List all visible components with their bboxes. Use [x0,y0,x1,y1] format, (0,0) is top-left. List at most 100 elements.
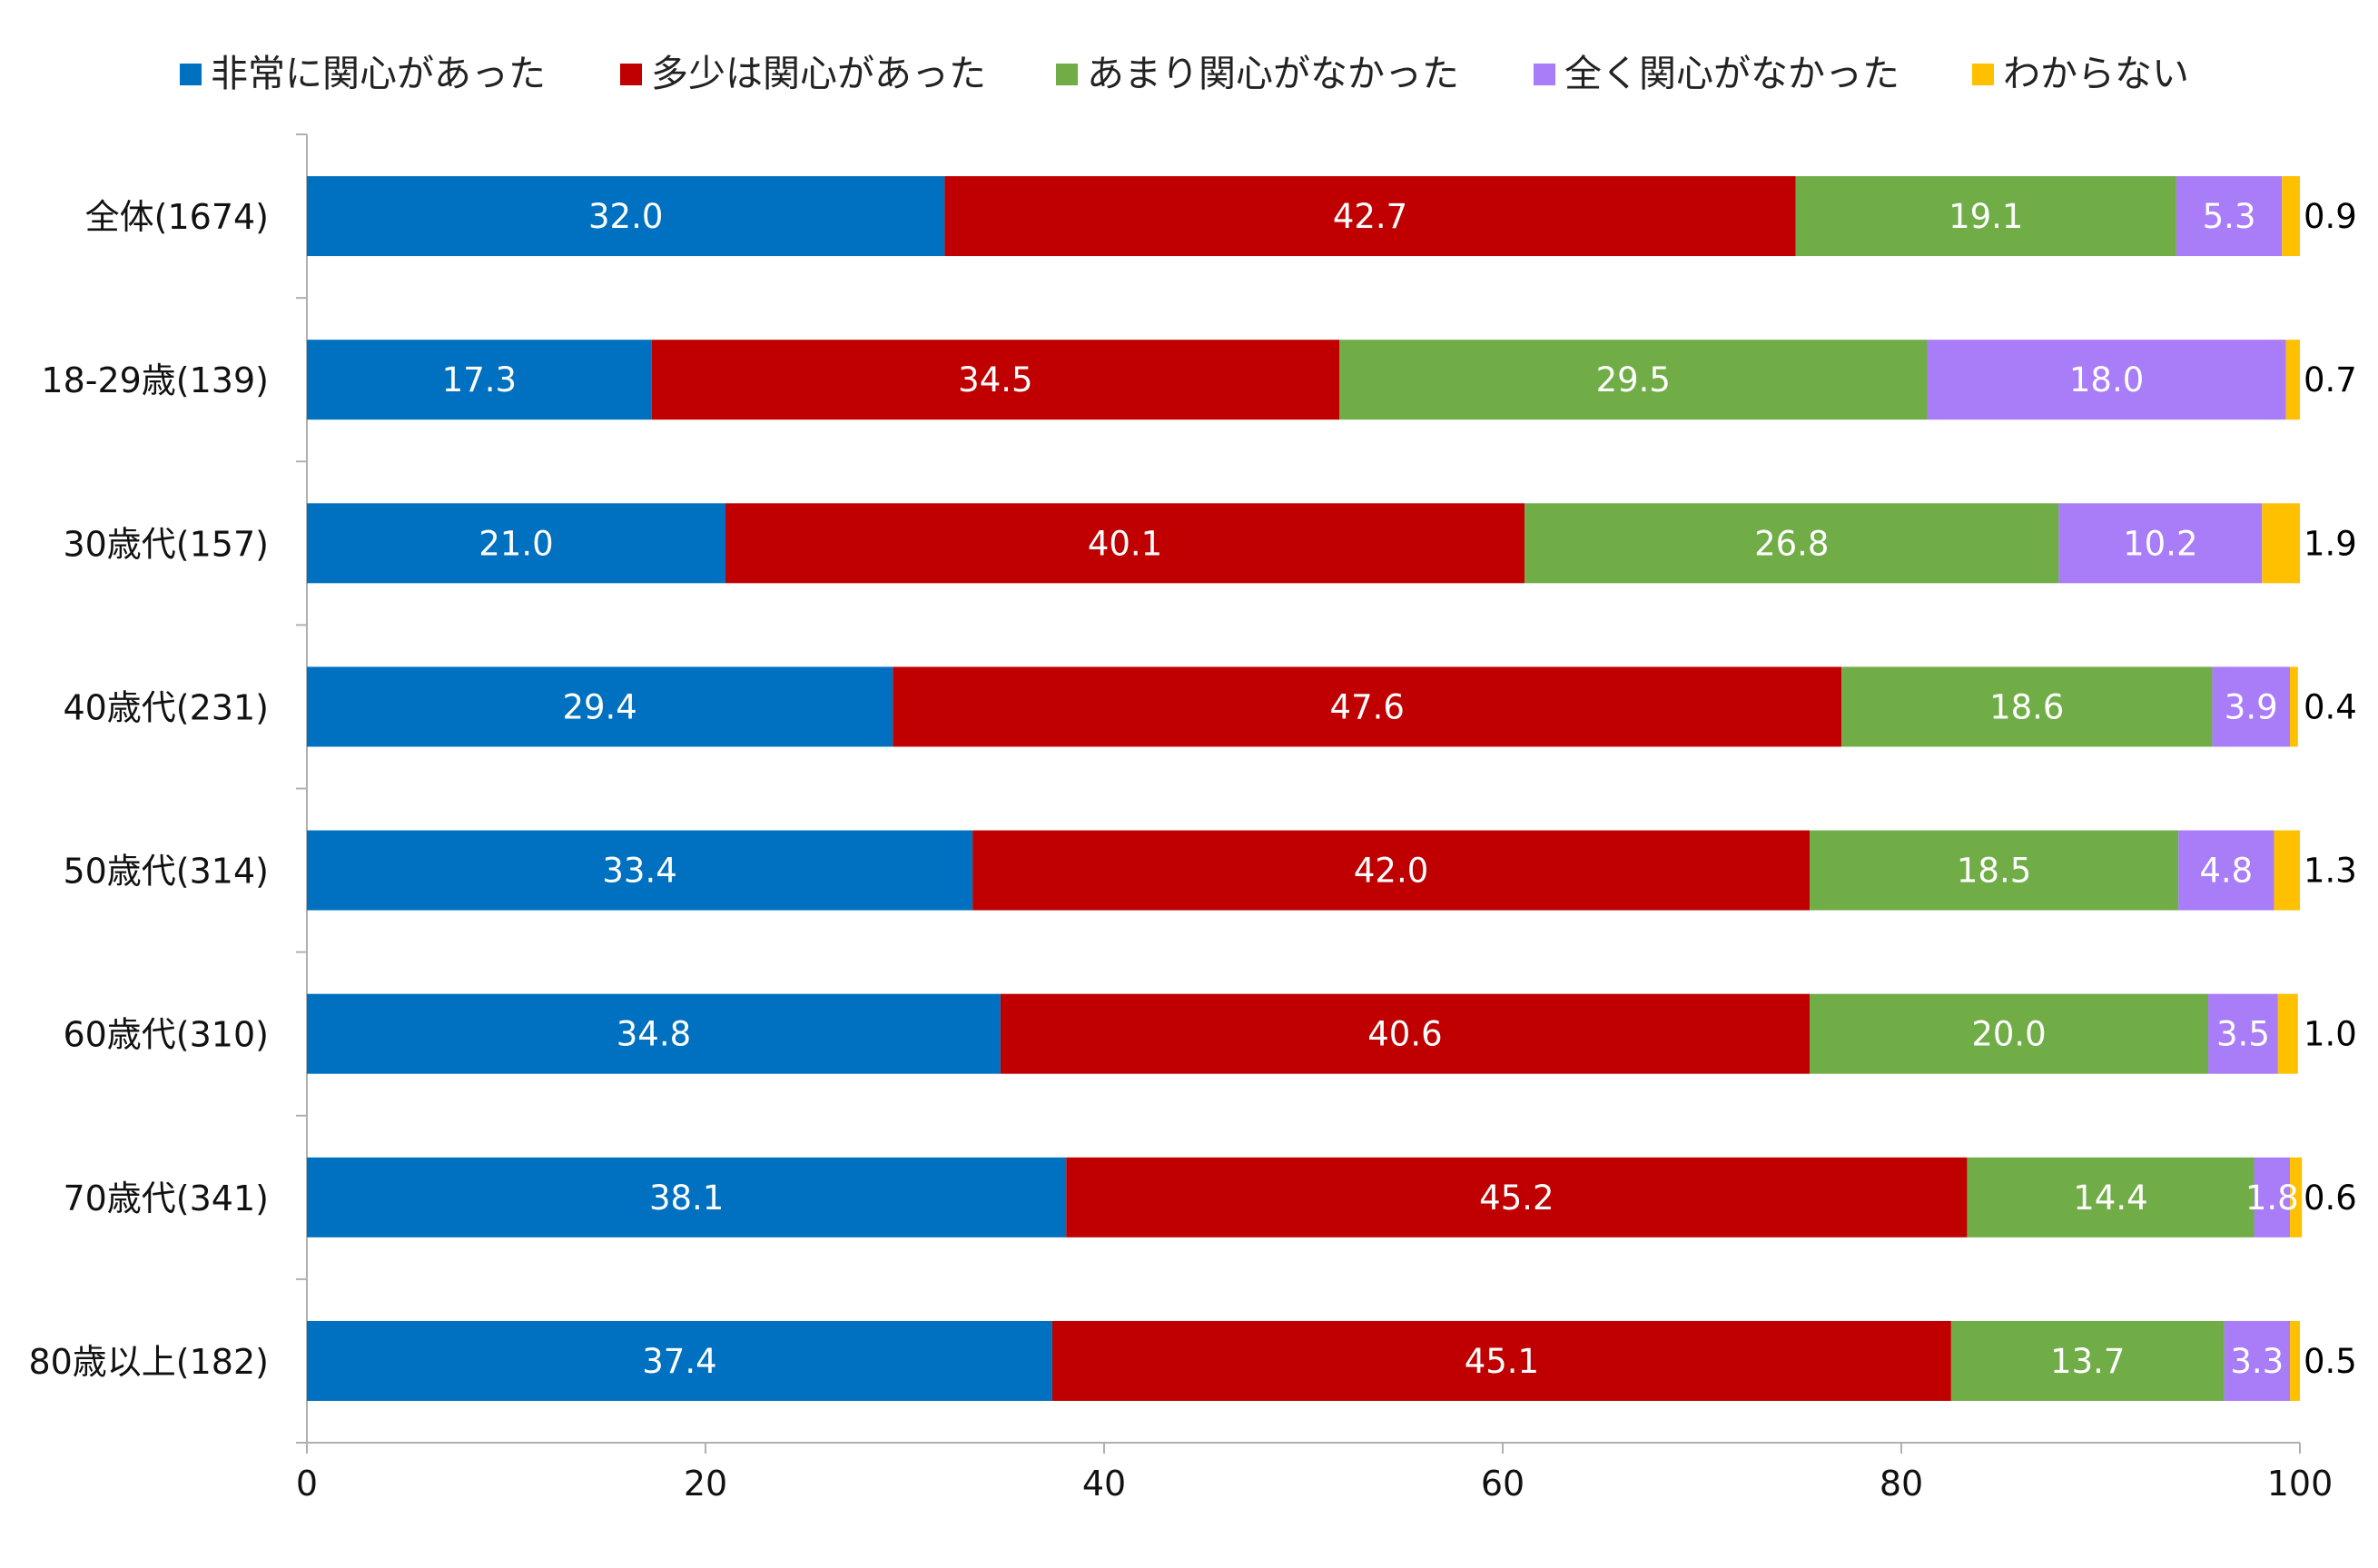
bar-segment-0 [307,993,1001,1074]
legend-swatch-0 [180,64,202,85]
data-label-2: 18.5 [1957,852,2031,891]
bar-segment-4 [2290,1320,2300,1401]
data-label-2: 20.0 [1971,1015,2046,1054]
data-label-0: 29.4 [562,687,636,726]
category-label: 全体(1674) [85,197,269,237]
legend: 非常に関心があった 多少は関心があった あまり関心がなかった 全く関心がなかった わから… [180,52,2189,95]
bar-segment-0 [307,830,973,911]
category-label: 18-29歳(139) [41,360,269,400]
data-label-1: 40.6 [1367,1015,1442,1054]
x-tick-label: 40 [1082,1464,1126,1504]
bar-segment-2 [1841,666,2213,747]
bar-segment-0 [307,176,945,257]
data-label-1: 40.1 [1088,524,1162,563]
bar-segment-1 [972,830,1811,911]
data-label-4: 1.0 [2304,1015,2357,1054]
bar-segment-3 [2208,993,2278,1074]
legend-label-1: 多少は関心があった [651,52,986,95]
bar-segment-2 [1524,503,2059,584]
legend-label-2: あまり関心がなかった [1087,52,1459,95]
data-label-2: 14.4 [2073,1178,2147,1218]
axes: 0 20 40 60 80 100 全体(1674) 18-29歳(139) 30歳代(157)… [28,133,2334,1504]
legend-swatch-4 [1972,64,1994,85]
data-label-0: 34.8 [617,1015,691,1054]
data-label-3: 5.3 [2203,197,2256,236]
bar-segment-0 [307,666,893,747]
bar-segment-0 [307,1320,1052,1401]
data-label-0: 21.0 [479,524,553,563]
data-label-2: 29.5 [1596,360,1671,399]
data-labels: 32.0 42.7 19.1 5.3 0.9 17.3 34.5 29.5 18.0 0.7 21.… [442,197,2357,1381]
data-label-4: 0.4 [2304,687,2357,726]
bar-segment-3 [2212,666,2291,747]
x-tick-label: 100 [2267,1464,2334,1504]
x-tick-label: 80 [1880,1464,1923,1504]
bar-segment-3 [1927,340,2286,420]
data-label-4: 1.9 [2304,524,2357,563]
legend-swatch-1 [620,64,642,85]
data-label-0: 33.4 [602,852,676,891]
x-tick-label: 20 [684,1464,727,1504]
data-label-4: 1.3 [2304,852,2357,891]
bar-segment-1 [1066,1157,1968,1238]
category-label: 70歳代(341) [63,1178,269,1218]
bar-segment-0 [307,340,652,420]
data-label-2: 19.1 [1949,197,2023,236]
bar-segment-3 [2058,503,2263,584]
category-label: 30歳代(157) [63,524,269,564]
data-label-2: 13.7 [2050,1342,2125,1381]
bar-segment-4 [2282,176,2300,257]
bar-segment-1 [1051,1320,1951,1401]
x-tick-label: 60 [1481,1464,1524,1504]
bar-segment-0 [307,1157,1067,1238]
data-label-0: 37.4 [642,1342,716,1381]
category-label: 50歳代(314) [63,852,269,892]
bar-segment-3 [2224,1320,2291,1401]
bar-segment-2 [1810,830,2179,911]
data-label-4: 0.5 [2304,1342,2357,1381]
data-label-1: 42.7 [1333,197,1407,236]
bar-segment-2 [1339,340,1928,420]
data-label-2: 18.6 [1989,687,2064,726]
bar-segment-4 [2274,830,2300,911]
category-label: 80歳以上(182) [28,1342,269,1382]
bar-segment-3 [2254,1157,2291,1238]
data-label-0: 38.1 [649,1178,724,1218]
data-label-1: 45.2 [1479,1178,1554,1218]
category-label: 40歳代(231) [63,687,269,727]
data-label-3: 3.9 [2225,687,2278,726]
data-label-0: 17.3 [442,360,517,399]
x-tick-label: 0 [296,1464,318,1504]
data-label-1: 47.6 [1330,687,1405,726]
data-label-1: 45.1 [1465,1342,1539,1381]
data-label-3: 4.8 [2199,852,2253,891]
bar-segment-2 [1950,1320,2225,1401]
data-label-4: 0.6 [2304,1178,2357,1218]
legend-label-4: わからない [2003,52,2189,95]
data-label-2: 26.8 [1754,524,1829,563]
legend-swatch-2 [1056,64,1078,85]
bar-segment-1 [893,666,1842,747]
bar-segment-4 [2262,503,2300,584]
bar-segment-1 [651,340,1340,420]
bar-segment-4 [2277,993,2298,1074]
bar-segment-2 [1795,176,2176,257]
bar-segment-4 [2290,666,2298,747]
bar-segment-1 [725,503,1525,584]
bar-segment-4 [2285,340,2300,420]
bar-segment-2 [1967,1157,2255,1238]
bar-segment-3 [2178,830,2274,911]
data-label-1: 42.0 [1354,852,1428,891]
bars [307,176,2303,1401]
bar-segment-4 [2290,1157,2303,1238]
bar-segment-0 [307,503,725,584]
data-label-3: 1.8 [2245,1178,2299,1218]
data-label-3: 3.3 [2230,1342,2284,1381]
legend-label-3: 全く関心がなかった [1564,52,1899,95]
bar-segment-1 [1000,993,1811,1074]
data-label-4: 0.9 [2304,197,2357,236]
bar-segment-3 [2176,176,2283,257]
data-label-3: 10.2 [2123,524,2197,563]
